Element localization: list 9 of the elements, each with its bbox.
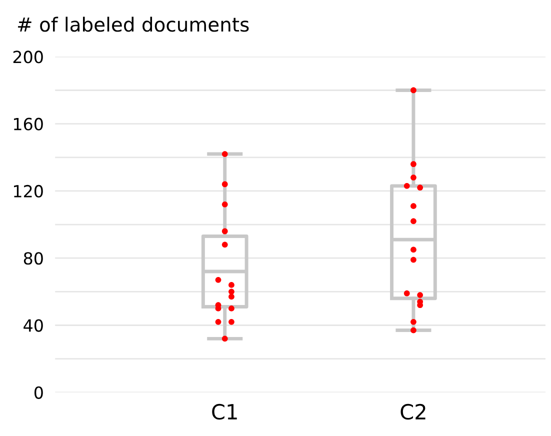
x-tick-label: C2 <box>400 404 426 420</box>
y-tick-label: 120 <box>14 184 43 198</box>
y-tick-label: 160 <box>14 118 43 130</box>
x-tick-label: C1 <box>212 404 237 420</box>
y-tick-label: 40 <box>24 319 43 332</box>
y-tick-label: 0 <box>34 386 43 399</box>
chart-title: # of labeled documents <box>18 16 249 32</box>
y-tick-label: 80 <box>24 252 43 265</box>
y-tick-label: 200 <box>13 50 43 64</box>
